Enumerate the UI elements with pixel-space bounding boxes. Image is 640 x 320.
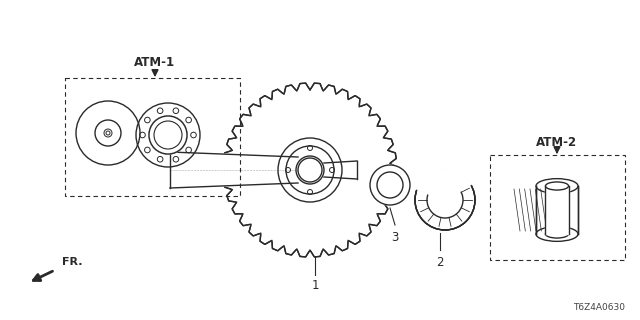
Text: ATM-1: ATM-1 <box>134 57 175 69</box>
Bar <box>536 186 578 234</box>
Wedge shape <box>416 169 472 200</box>
Circle shape <box>106 131 110 135</box>
Circle shape <box>136 103 200 167</box>
Text: ATM-2: ATM-2 <box>536 135 577 148</box>
Bar <box>490 155 625 260</box>
Ellipse shape <box>536 179 578 193</box>
Text: 1: 1 <box>311 279 319 292</box>
Circle shape <box>415 170 475 230</box>
Circle shape <box>370 165 410 205</box>
Circle shape <box>149 116 187 154</box>
Text: 2: 2 <box>436 256 444 269</box>
Text: FR.: FR. <box>62 257 83 267</box>
Polygon shape <box>170 152 298 188</box>
Circle shape <box>76 101 140 165</box>
Text: 3: 3 <box>391 231 399 244</box>
Circle shape <box>230 90 390 250</box>
Bar <box>65 78 240 196</box>
Ellipse shape <box>545 182 568 190</box>
Polygon shape <box>324 161 357 179</box>
Text: T6Z4A0630: T6Z4A0630 <box>573 303 625 312</box>
Bar <box>545 186 568 234</box>
